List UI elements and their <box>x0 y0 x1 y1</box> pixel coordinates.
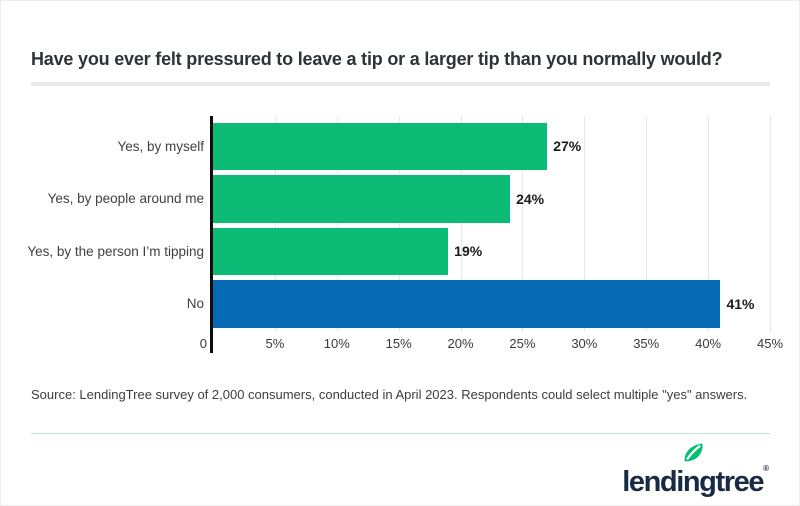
category-label: Yes, by the person I’m tipping <box>27 243 204 259</box>
x-tick-label: 5% <box>265 336 285 351</box>
gridline <box>584 116 586 332</box>
category-axis: Yes, by myself Yes, by people around me Ye… <box>1 116 204 332</box>
registered-trademark: ® <box>763 464 769 473</box>
footer-divider <box>31 433 770 434</box>
category-label: Yes, by myself <box>117 138 204 154</box>
x-tick-label: 25% <box>509 336 536 351</box>
bar-value-label: 24% <box>516 190 545 207</box>
bar <box>213 280 721 328</box>
bar <box>213 227 449 275</box>
x-tick-label: 30% <box>571 336 598 351</box>
gridline <box>646 116 648 332</box>
value-axis: 0 5% 10% 15% 20% 25% 30% 35% 40% 45% <box>200 336 783 352</box>
x-tick-label: 40% <box>695 336 722 351</box>
x-tick-label: 35% <box>633 336 660 351</box>
bar-value-label: 19% <box>454 243 483 260</box>
bar-value-label: 27% <box>553 138 582 155</box>
gridline <box>770 116 771 332</box>
category-label: No <box>186 296 204 312</box>
logo-text: lendingtree <box>622 466 764 498</box>
leaf-icon <box>684 443 703 462</box>
bar-value-label: 41% <box>726 295 755 312</box>
gridline <box>522 116 524 332</box>
gridline <box>274 116 276 332</box>
title-divider <box>31 82 770 86</box>
x-tick-label: 45% <box>756 336 784 351</box>
source-note: Source: LendingTree survey of 2,000 cons… <box>31 387 748 402</box>
chart-title: Have you ever felt pressured to leave a … <box>31 49 723 69</box>
gridline <box>460 116 462 332</box>
x-tick-label: 15% <box>385 336 412 351</box>
x-tick-label: 0 <box>199 336 207 351</box>
gridline <box>336 116 338 332</box>
lendingtree-logo: lendingtree® <box>622 443 769 500</box>
plot-area: 27% 24% 19% 41% <box>213 116 771 332</box>
y-axis-line <box>210 116 213 353</box>
category-label: Yes, by people around me <box>47 191 204 207</box>
bar-row: 24% <box>213 175 770 223</box>
lendingtree-wordmark: lendingtree® <box>622 443 769 500</box>
bar <box>213 122 548 170</box>
bar-row: 27% <box>213 122 770 170</box>
bar-row: 19% <box>213 227 770 275</box>
x-tick-label: 20% <box>447 336 474 351</box>
gridline <box>708 116 710 332</box>
bar-row: 41% <box>213 280 770 328</box>
bar <box>213 175 511 223</box>
x-tick-label: 10% <box>323 336 350 351</box>
gridline <box>398 116 400 332</box>
